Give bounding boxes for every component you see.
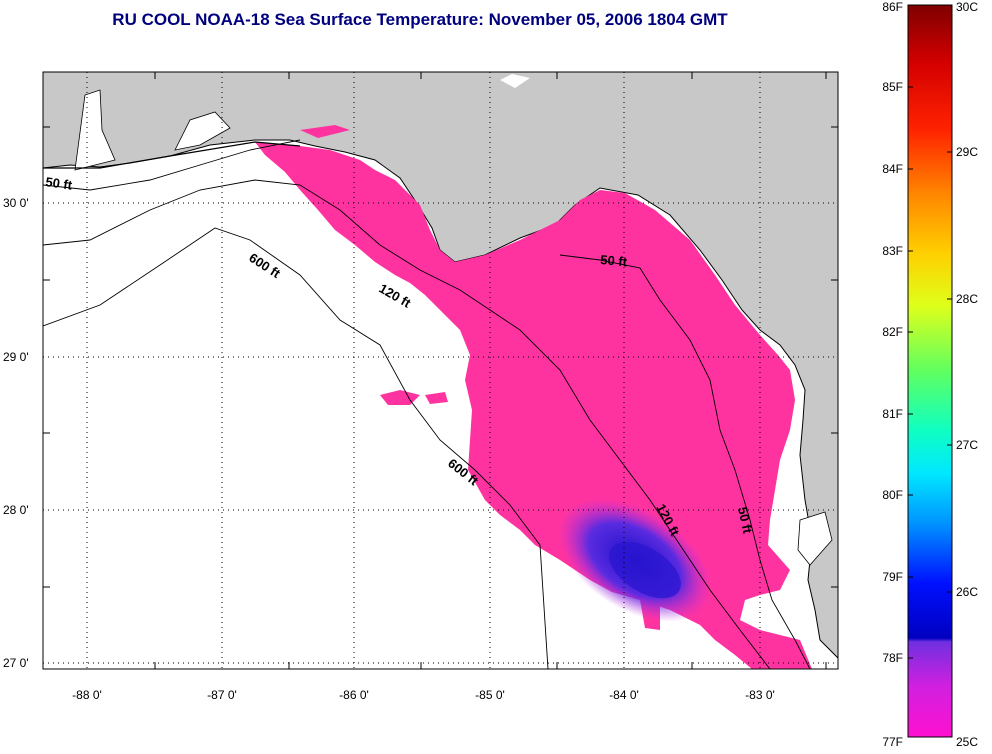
pensacola-bay [174, 111, 231, 151]
scale-f-81: 81F [882, 407, 903, 421]
lat-label-28: 28 0' [3, 503, 29, 517]
mobile-bay [74, 89, 116, 171]
scale-f-78: 78F [882, 651, 903, 665]
lon-label-83: -83 0' [745, 688, 775, 702]
tampa-bay [797, 511, 833, 566]
sst-patch-west-2 [425, 392, 448, 404]
lat-label-29: 29 0' [3, 350, 29, 364]
scale-f-83: 83F [882, 244, 903, 258]
lat-label-30: 30 0' [3, 196, 29, 210]
lon-label-85: -85 0' [475, 688, 505, 702]
scale-c-25: 25C [956, 735, 978, 749]
contour-label-50ft-east: 50 ft [600, 252, 629, 269]
scale-f-80: 80F [882, 488, 903, 502]
scale-c-27: 27C [956, 438, 978, 452]
scale-f-86: 86F [882, 0, 903, 14]
inland-lake [500, 74, 530, 88]
scale-c-30: 30C [956, 0, 978, 14]
contour-label-50ft-south: 50 ft [735, 506, 755, 536]
scale-f-79: 79F [882, 570, 903, 584]
scale-c-26: 26C [956, 585, 978, 599]
scale-f-85: 85F [882, 80, 903, 94]
scale-f-84: 84F [882, 162, 903, 176]
map-title: RU COOL NOAA-18 Sea Surface Temperature:… [112, 10, 728, 29]
contour-label-50ft-west: 50 ft [45, 174, 74, 193]
sst-cool-core [609, 541, 681, 599]
color-scale-ticks [908, 86, 952, 659]
map-frame [42, 71, 839, 670]
scale-f-77: 77F [882, 735, 903, 749]
contour-50ft-west [43, 139, 301, 191]
scale-c-29: 29C [956, 145, 978, 159]
lon-label-88: -88 0' [72, 688, 102, 702]
scale-f-82: 82F [882, 325, 903, 339]
lon-label-84: -84 0' [609, 688, 639, 702]
scale-c-28: 28C [956, 292, 978, 306]
contour-600ft [43, 227, 549, 669]
axis-ticks [43, 72, 838, 669]
sst-patch-north [300, 125, 350, 138]
contour-120ft [43, 179, 771, 669]
lon-label-87: -87 0' [207, 688, 237, 702]
sst-patch-west [380, 390, 420, 405]
lon-label-86: -86 0' [339, 688, 369, 702]
lat-label-27: 27 0' [3, 656, 29, 670]
coastline [43, 141, 301, 169]
contour-50ft-east [559, 254, 811, 669]
color-scale-bar [907, 4, 953, 738]
